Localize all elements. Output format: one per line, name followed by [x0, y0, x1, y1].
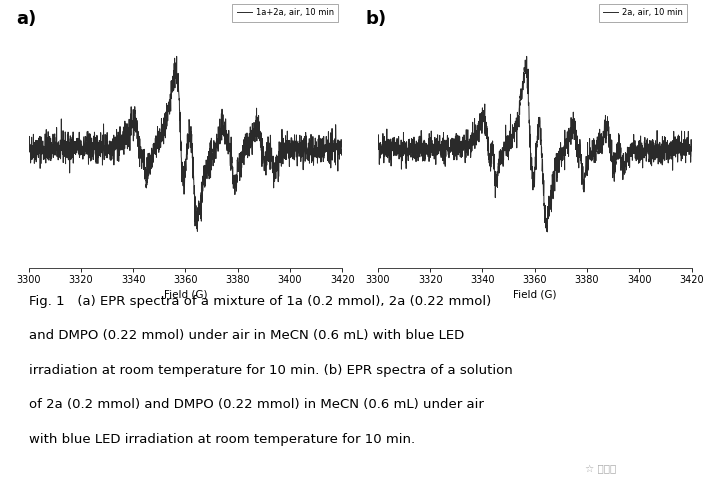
Text: with blue LED irradiation at room temperature for 10 min.: with blue LED irradiation at room temper… [29, 433, 415, 445]
Legend: 1a+2a, air, 10 min: 1a+2a, air, 10 min [232, 4, 338, 22]
Text: and DMPO (0.22 mmol) under air in MeCN (0.6 mL) with blue LED: and DMPO (0.22 mmol) under air in MeCN (… [29, 329, 463, 342]
X-axis label: Field (G): Field (G) [163, 289, 207, 299]
Text: a): a) [16, 10, 36, 28]
Text: Fig. 1   (a) EPR spectra of a mixture of 1a (0.2 mmol), 2a (0.22 mmol): Fig. 1 (a) EPR spectra of a mixture of 1… [29, 295, 491, 308]
X-axis label: Field (G): Field (G) [513, 289, 557, 299]
Text: of 2a (0.2 mmol) and DMPO (0.22 mmol) in MeCN (0.6 mL) under air: of 2a (0.2 mmol) and DMPO (0.22 mmol) in… [29, 398, 483, 411]
Text: irradiation at room temperature for 10 min. (b) EPR spectra of a solution: irradiation at room temperature for 10 m… [29, 364, 512, 376]
Legend: 2a, air, 10 min: 2a, air, 10 min [599, 4, 687, 22]
Text: ☆ 化学加: ☆ 化学加 [585, 464, 616, 474]
Text: b): b) [365, 10, 386, 28]
